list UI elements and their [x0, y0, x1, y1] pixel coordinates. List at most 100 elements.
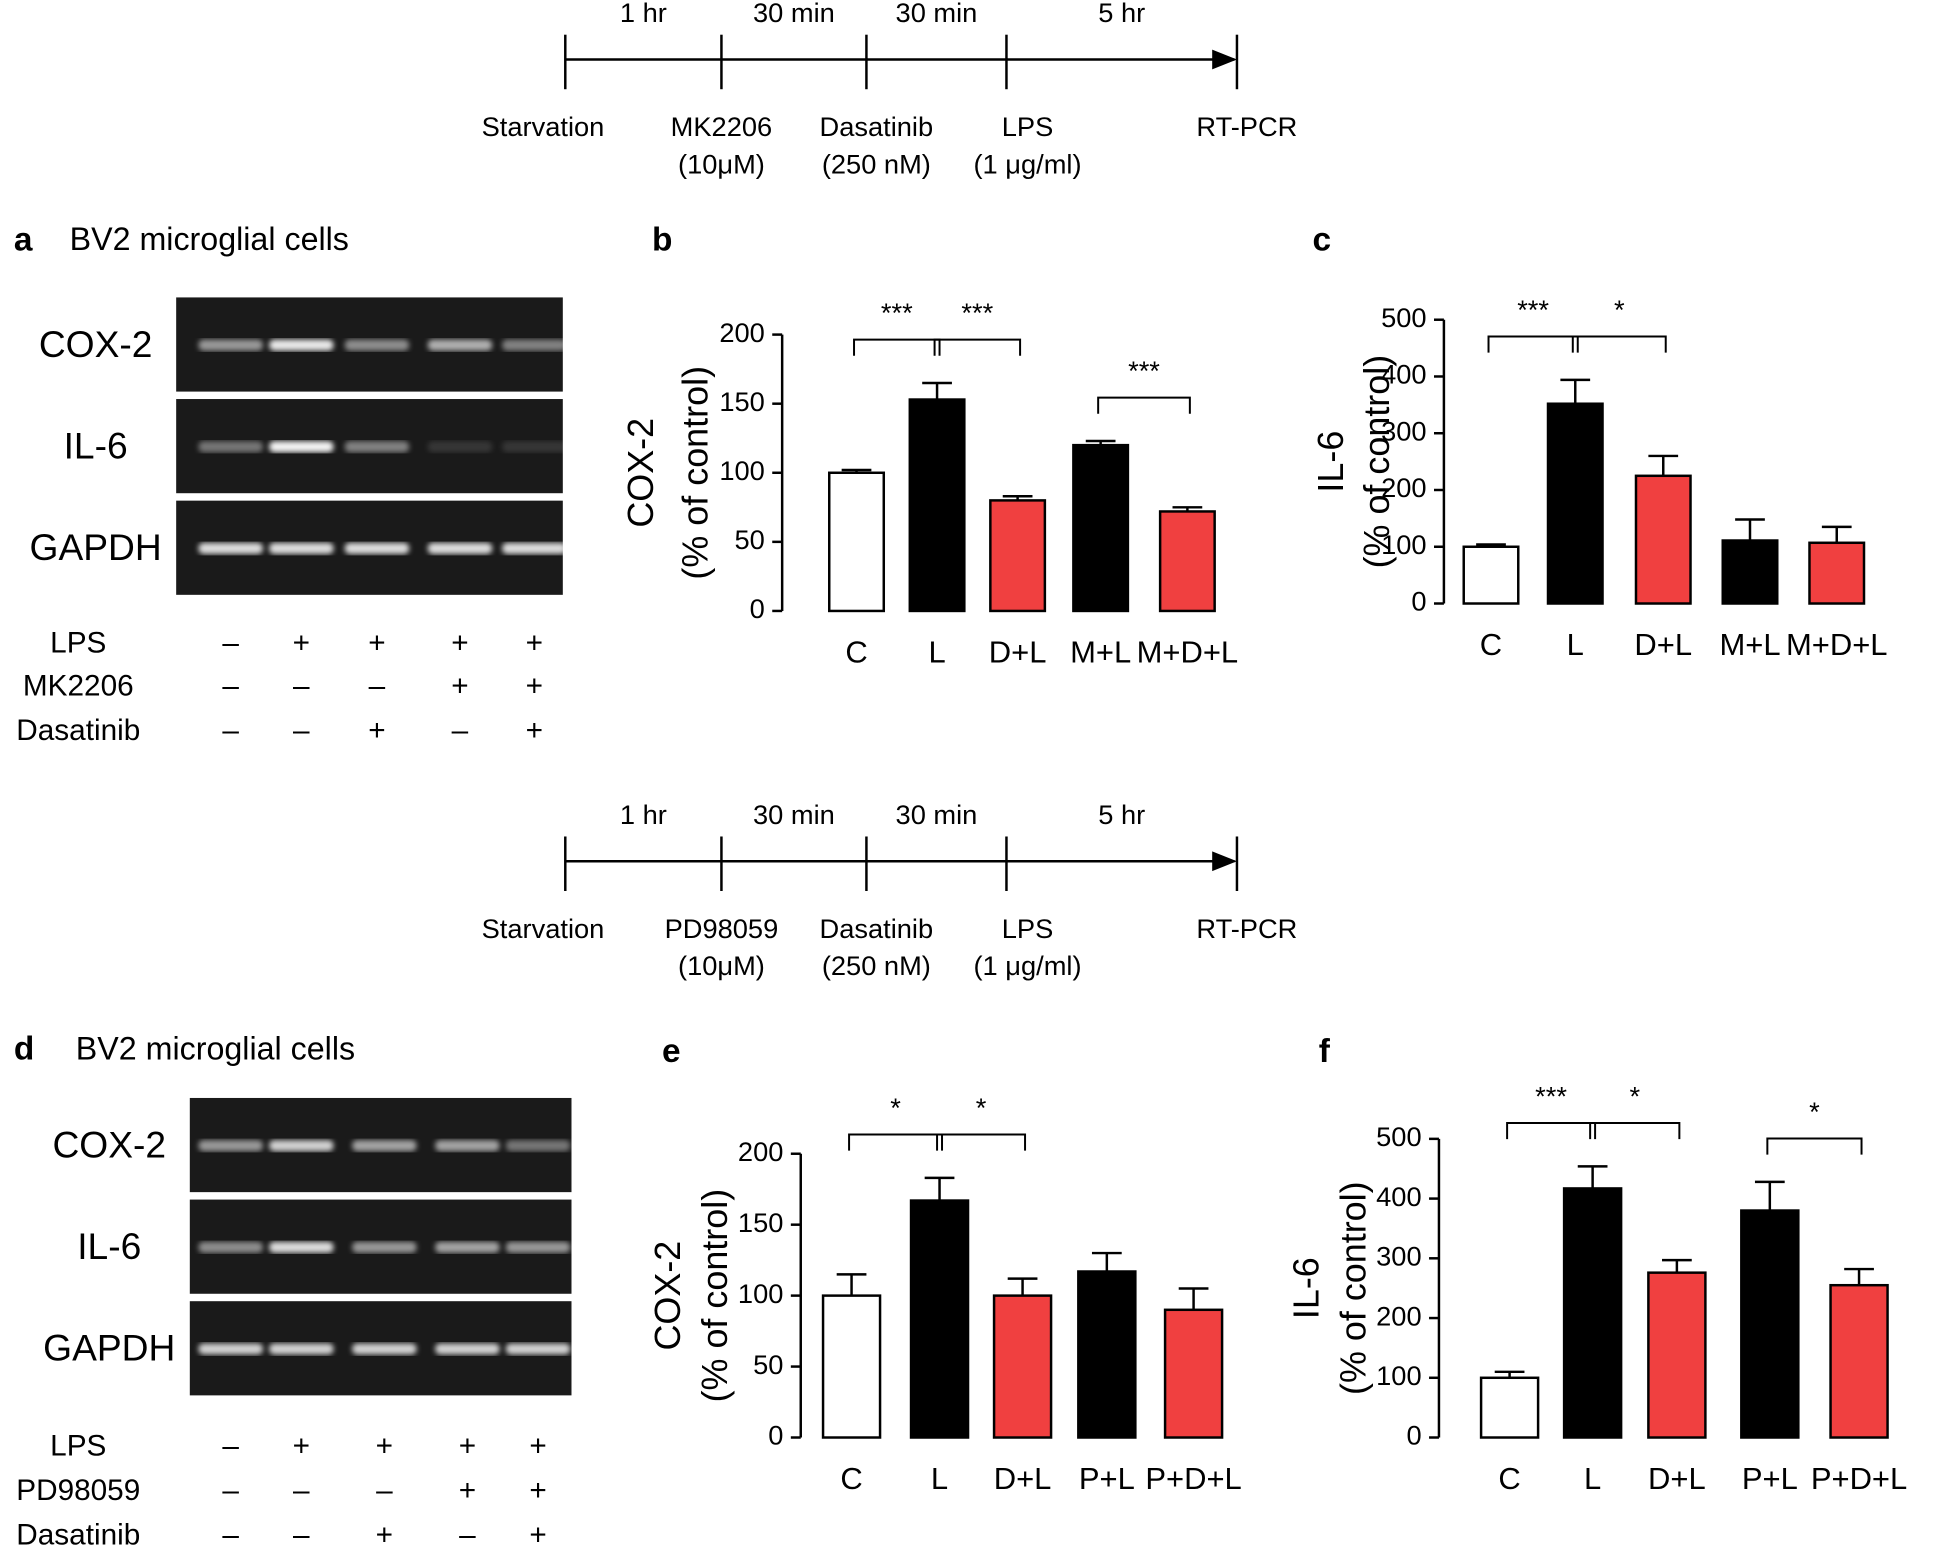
treatment-name: PD98059: [16, 1474, 140, 1507]
bar: [1479, 1376, 1540, 1439]
treatment-sign: +: [376, 1429, 393, 1462]
gel-lane-label: IL-6: [77, 1225, 141, 1267]
gel-band: [427, 339, 493, 351]
significance-bracket: [853, 338, 941, 356]
x-tick-label: D+L: [1648, 1461, 1706, 1496]
y-tick-label: 50: [734, 524, 764, 555]
bar: [908, 398, 966, 613]
bar: [1163, 1308, 1224, 1439]
bar: [1546, 402, 1604, 605]
treatment-sign: –: [293, 670, 310, 703]
duration-label: 1 hr: [620, 0, 667, 28]
significance-label: ***: [1128, 355, 1160, 386]
x-tick-label: C: [1480, 627, 1502, 662]
y-tick-label: 50: [753, 1349, 783, 1380]
y-tick-label: 0: [768, 1420, 783, 1451]
significance-bracket: [1571, 335, 1667, 353]
panel-letter: a: [14, 221, 33, 258]
x-tick-label: P+D+L: [1811, 1461, 1907, 1496]
gel-band: [502, 441, 567, 453]
bar: [1721, 539, 1779, 605]
treatment-name: Dasatinib: [16, 714, 140, 747]
y-tick-label: 0: [1411, 586, 1426, 617]
bar: [1740, 1209, 1800, 1439]
gel-title: BV2 microglial cells: [76, 1030, 355, 1066]
duration-label: 30 min: [753, 799, 835, 830]
panel-letter: f: [1319, 1033, 1331, 1070]
gel-band: [502, 542, 567, 554]
y-tick-label: 500: [1381, 302, 1426, 333]
y-axis-label: (% of control): [1332, 1181, 1373, 1395]
bar: [1158, 510, 1216, 613]
y-axis-label: COX-2: [620, 418, 661, 528]
gel-band: [505, 1343, 571, 1355]
gel-lane-label: IL-6: [64, 424, 128, 466]
gel-lane-label: COX-2: [39, 323, 153, 365]
x-tick-label: M+D+L: [1137, 635, 1239, 670]
step-label: LPS: [1002, 913, 1054, 944]
panel-letter: c: [1313, 221, 1332, 258]
y-tick-label: 150: [738, 1207, 783, 1238]
significance-bracket: [1097, 396, 1191, 414]
bar: [821, 1294, 882, 1439]
y-tick-label: 200: [1381, 472, 1426, 503]
x-tick-label: L: [1584, 1461, 1601, 1496]
bar: [1634, 474, 1692, 605]
treatment-sign: +: [529, 1429, 546, 1462]
gel-lane-label: COX-2: [52, 1123, 166, 1165]
gel-band: [269, 1241, 334, 1253]
y-tick-label: 100: [738, 1278, 783, 1309]
bar: [828, 471, 886, 613]
x-tick-label: M+D+L: [1786, 627, 1888, 662]
step-label: Starvation: [482, 913, 605, 944]
significance-label: *: [976, 1092, 987, 1123]
x-tick-label: L: [1567, 627, 1584, 662]
gel-band: [198, 1343, 263, 1355]
treatment-sign: +: [526, 670, 543, 703]
significance-bracket: [1506, 1121, 1597, 1140]
step-label: PD98059: [665, 913, 779, 944]
bar: [1562, 1187, 1623, 1439]
treatment-sign: –: [293, 1519, 310, 1552]
y-tick-label: 300: [1381, 415, 1426, 446]
gel-band: [269, 542, 334, 554]
x-tick-label: C: [845, 635, 867, 670]
significance-bracket: [936, 1133, 1027, 1151]
x-tick-label: D+L: [989, 635, 1047, 670]
treatment-sign: –: [222, 1519, 239, 1552]
significance-label: ***: [1517, 294, 1549, 325]
x-tick-label: D+L: [994, 1461, 1052, 1496]
significance-bracket: [1589, 1121, 1681, 1140]
duration-label: 30 min: [896, 799, 978, 830]
y-tick-label: 400: [1376, 1181, 1421, 1212]
step-label: MK2206: [671, 111, 773, 142]
treatment-sign: –: [222, 670, 239, 703]
x-tick-label: L: [928, 635, 945, 670]
gel-band: [502, 339, 567, 351]
y-axis-label: (% of control): [1356, 355, 1397, 569]
gel-lane-label: GAPDH: [43, 1327, 175, 1369]
treatment-sign: –: [293, 1474, 310, 1507]
x-tick-label: C: [1498, 1461, 1520, 1496]
significance-bracket: [933, 338, 1022, 356]
significance-bracket: [848, 1133, 944, 1151]
gel-band: [198, 542, 263, 554]
bar: [992, 1294, 1053, 1439]
y-axis-label: (% of control): [694, 1189, 735, 1403]
gel-band: [352, 1241, 417, 1253]
treatment-sign: +: [529, 1474, 546, 1507]
y-axis-label: IL-6: [1310, 431, 1351, 493]
bar: [909, 1199, 970, 1439]
x-tick-label: M+L: [1070, 635, 1131, 670]
treatment-sign: –: [369, 670, 386, 703]
y-tick-label: 200: [1376, 1300, 1421, 1331]
bar: [1808, 541, 1866, 605]
treatment-name: Dasatinib: [16, 1519, 140, 1552]
step-label: (250 nM): [822, 950, 931, 981]
treatment-sign: +: [459, 1429, 476, 1462]
x-tick-label: P+L: [1079, 1461, 1135, 1496]
panel-letter: e: [662, 1033, 681, 1070]
x-tick-label: C: [840, 1461, 862, 1496]
